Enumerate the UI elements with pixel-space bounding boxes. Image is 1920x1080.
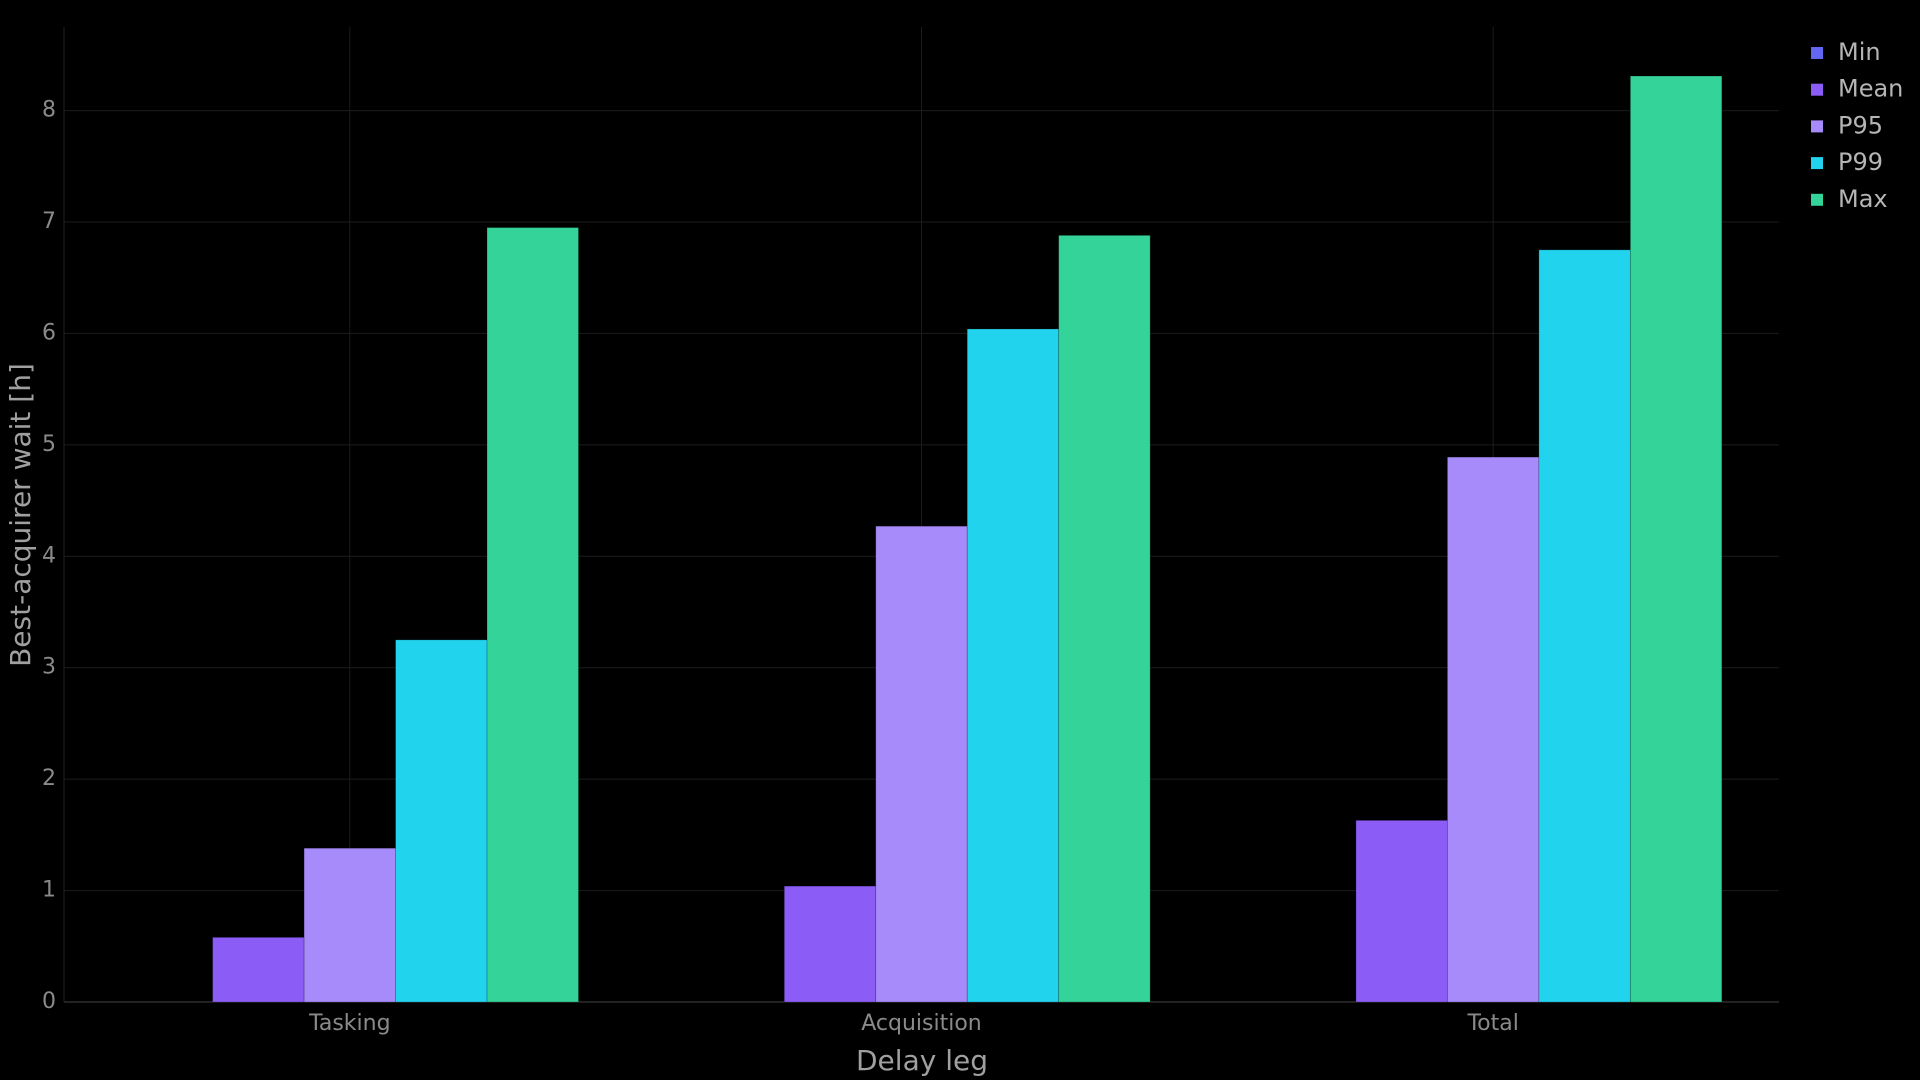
bar [303,847,396,1003]
y-axis-title: Best-acquirer wait [h] [4,363,37,667]
y-tick-label: 2 [42,766,56,791]
y-tick-label: 7 [42,209,56,234]
legend-label: P99 [1838,148,1883,176]
bar [1058,234,1151,1003]
legend-label: Min [1838,38,1881,66]
legend-swatch [1811,157,1823,170]
bar [212,936,305,1003]
y-tick-label: 6 [42,320,56,345]
x-tick-label: Tasking [308,1011,391,1036]
legend-swatch [1811,47,1823,59]
legend-label: Mean [1838,75,1903,103]
x-tick-label: Acquisition [861,1011,982,1036]
bar [1355,819,1448,1003]
bar [875,525,968,1003]
y-tick-label: 5 [42,432,56,457]
bar [966,328,1060,1003]
legend-swatch [1811,193,1823,206]
y-tick-label: 0 [42,989,56,1014]
x-axis-title: Delay leg [856,1044,988,1077]
legend-label: Max [1838,185,1888,213]
bar [1447,456,1540,1003]
y-tick-label: 8 [42,98,56,123]
bar [1538,249,1631,1003]
y-tick-label: 1 [42,878,56,903]
x-tick-label: Total [1466,1011,1518,1036]
y-tick-label: 3 [42,655,56,680]
y-tick-label: 4 [42,543,56,568]
bar [486,227,579,1003]
legend-swatch [1811,83,1823,96]
legend-label: P95 [1838,111,1883,139]
legend-swatch [1811,120,1823,133]
bar [1629,75,1723,1003]
bar [395,639,488,1003]
bar [783,885,877,1003]
